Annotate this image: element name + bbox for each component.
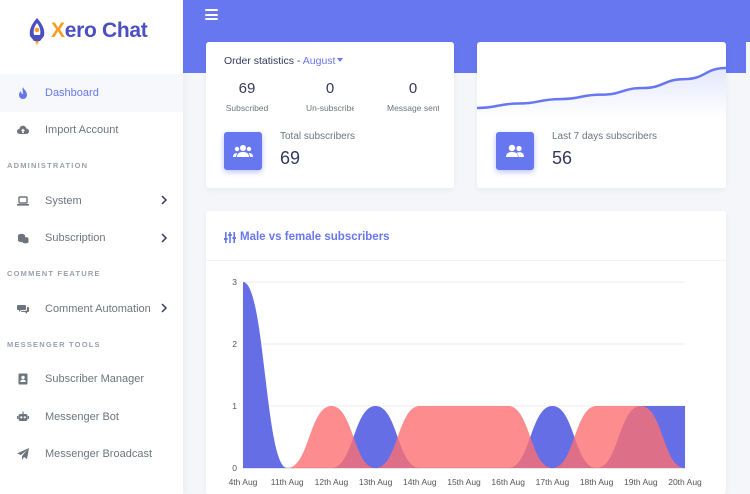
x-tick-label: 4th Aug [229, 477, 258, 487]
sidebar-item-label: Messenger Bot [45, 410, 119, 423]
sidebar-item-messenger-bot[interactable]: Messenger Bot [0, 398, 183, 436]
kpi-unsubscribed: 0 Un-subscribed [306, 80, 354, 113]
hamburger-menu-icon[interactable] [205, 9, 218, 20]
kpi-subscribed: 69 Subscribed [225, 80, 269, 113]
sidebar-item-subscription[interactable]: Subscription [0, 220, 183, 258]
chevron-right-icon [161, 303, 168, 313]
last7-subscribers-card: Last 7 days subscribers 56 [477, 42, 726, 188]
x-tick-label: 18th Aug [580, 477, 614, 487]
brand-logo[interactable]: Xero Chat [26, 14, 148, 48]
x-tick-label: 13th Aug [359, 477, 393, 487]
month-dropdown[interactable]: August [303, 55, 344, 67]
sparkline-area [477, 68, 726, 117]
sidebar-section-header: MESSENGER TOOLS [7, 339, 101, 349]
rocket-logo-icon [29, 18, 45, 45]
sidebar-item-label: Dashboard [45, 86, 99, 99]
sparkline-line [477, 66, 726, 110]
address-book-icon [18, 373, 28, 385]
x-tick-label: 12th Aug [315, 477, 349, 487]
last7-subscribers-value: 56 [552, 148, 573, 168]
sidebar-item-messenger-broadcast[interactable]: Messenger Broadcast [0, 436, 183, 474]
order-statistics-title: Order statistics - August [224, 55, 344, 67]
x-tick-label: 19th Aug [624, 477, 658, 487]
sidebar-menu: Dashboard Import Account ADMINISTRATION Sys… [0, 74, 183, 473]
total-subscribers-value: 69 [280, 148, 301, 168]
chevron-right-icon [161, 195, 168, 205]
laptop-icon [17, 196, 29, 206]
y-tick-label: 0 [232, 463, 237, 473]
sidebar-item-import-account[interactable]: Import Account [0, 112, 183, 150]
gender-area-chart: 0 1 2 3 4th Aug 11th Aug 12th Aug 13th Aug 14th … [229, 277, 702, 487]
y-tick-label: 2 [232, 339, 237, 349]
sidebar-item-comment-automation[interactable]: Comment Automation [0, 290, 183, 328]
sidebar-item-subscriber-manager[interactable]: Subscriber Manager [0, 361, 183, 399]
paper-plane-icon [17, 448, 29, 461]
y-tick-label: 3 [232, 277, 237, 287]
fire-icon [19, 86, 27, 99]
sidebar-item-label: Subscription [45, 232, 106, 245]
sidebar-item-label: Import Account [45, 124, 119, 137]
gender-chart-card: Male vs female subscribers 0 1 2 3 4th Aug 11… [206, 211, 726, 494]
sidebar-item-label: Messenger Broadcast [45, 448, 152, 461]
page-scroll-edge [746, 42, 750, 494]
y-tick-label: 1 [232, 401, 237, 411]
sidebar-item-dashboard[interactable]: Dashboard [0, 74, 183, 112]
sidebar-item-label: Comment Automation [45, 302, 151, 315]
order-statistics-card: Order statistics - August 69 Subscribed … [206, 42, 454, 188]
gender-chart-title: Male vs female subscribers [224, 231, 390, 243]
caret-down-icon [337, 58, 344, 62]
x-tick-label: 16th Aug [491, 477, 525, 487]
subscribers-sparkline [477, 66, 726, 117]
series-area-1 [243, 406, 685, 468]
robot-icon [17, 411, 29, 421]
coins-icon [18, 234, 29, 244]
sliders-icon [224, 231, 236, 243]
x-tick-label: 15th Aug [447, 477, 481, 487]
kpi-message-sent: 0 Message sent [387, 80, 439, 113]
brand-name: ero Chat [64, 19, 148, 42]
x-tick-label: 14th Aug [403, 477, 437, 487]
cloud-upload-icon [17, 126, 29, 135]
x-tick-label: 17th Aug [536, 477, 570, 487]
comments-icon [17, 304, 29, 314]
users-icon [224, 132, 262, 170]
brand-initial: X [51, 19, 65, 42]
x-tick-label: 11th Aug [271, 477, 304, 487]
x-tick-label: 20th Aug [668, 477, 702, 487]
chevron-right-icon [161, 232, 168, 243]
user-friends-icon [496, 132, 534, 170]
sidebar-section-header: COMMENT FEATURE [7, 269, 101, 278]
sidebar-item-system[interactable]: System [0, 182, 183, 220]
sidebar-item-label: System [45, 194, 82, 207]
total-subscribers-label: Total subscribers [280, 131, 356, 142]
card-divider [206, 260, 726, 261]
sidebar-item-label: Subscriber Manager [45, 373, 145, 386]
sidebar: Xero Chat Dashboard Import Account ADMINIS… [0, 0, 183, 494]
sidebar-section-header: ADMINISTRATION [7, 161, 89, 170]
last7-subscribers-label: Last 7 days subscribers [552, 131, 658, 142]
